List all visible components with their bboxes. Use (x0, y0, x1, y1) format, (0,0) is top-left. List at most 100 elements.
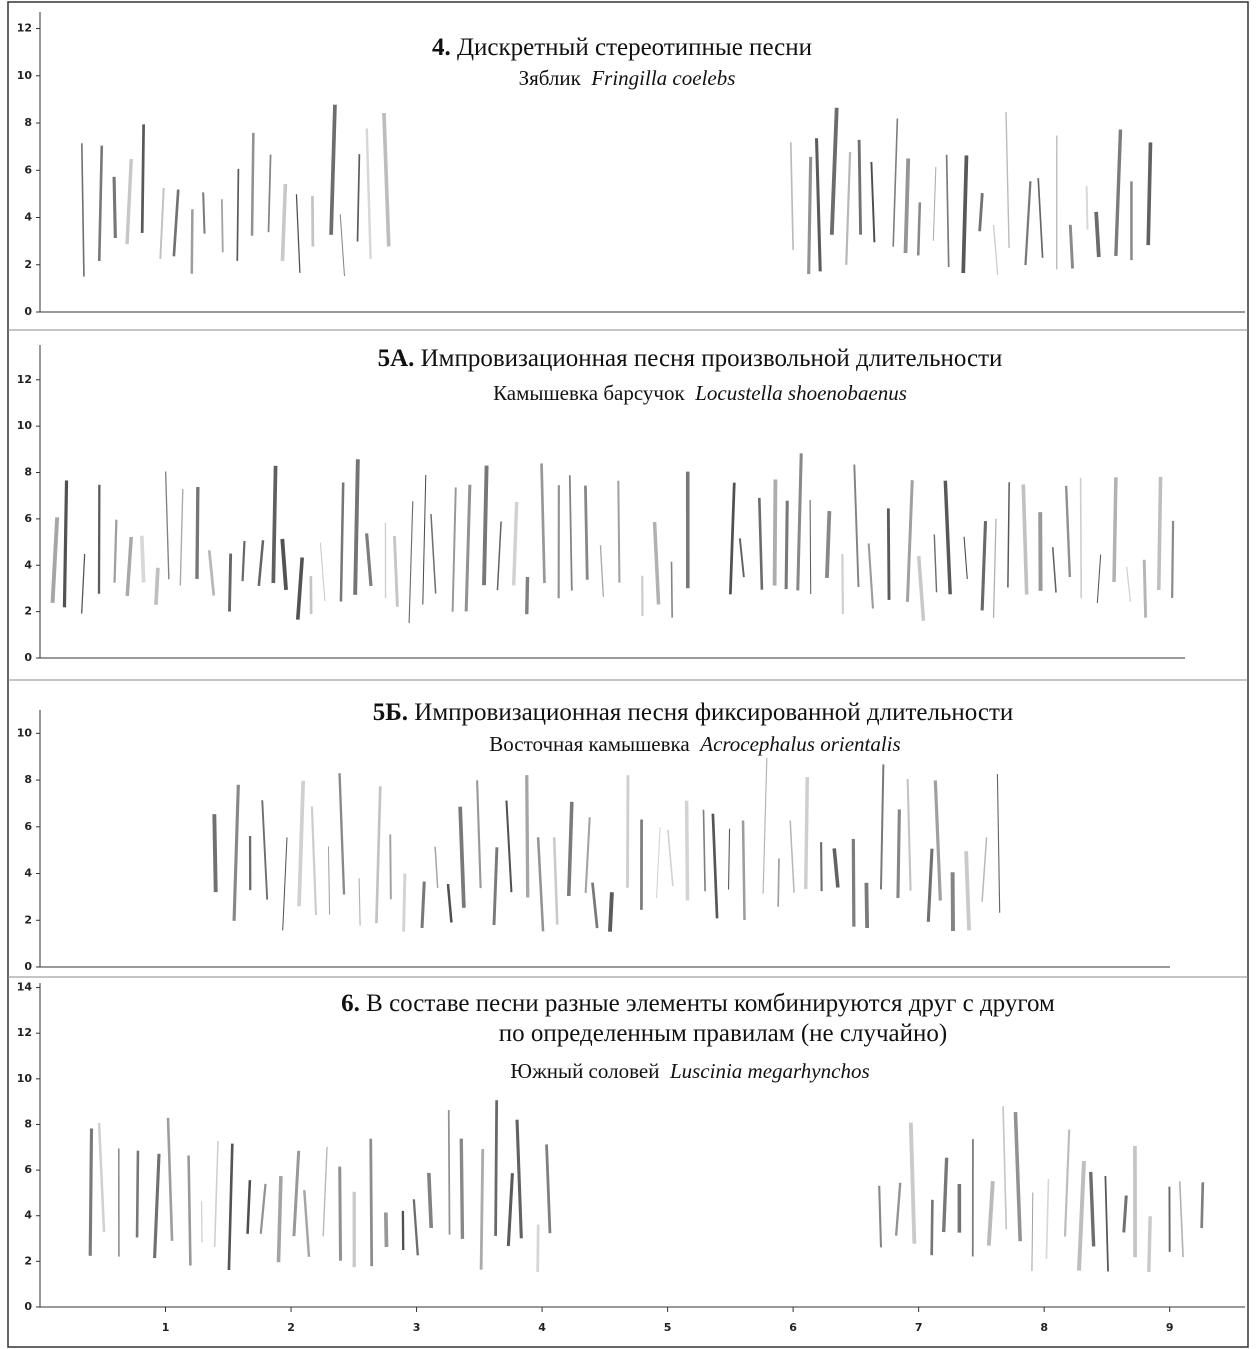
y-tick-label: 8 (24, 116, 32, 129)
spectrogram-stroke (945, 481, 950, 595)
spectrogram-stroke (933, 167, 936, 241)
y-tick-label: 2 (24, 605, 32, 618)
spectrogram-stroke (809, 157, 811, 274)
spectrogram-stroke (778, 858, 779, 906)
spectrogram-stroke (1079, 1161, 1084, 1271)
spectrogram-stroke (932, 1200, 933, 1255)
y-tick-label: 8 (24, 466, 32, 479)
spectrogram-stroke (166, 472, 169, 580)
spectrogram-stroke (627, 775, 628, 887)
spectrogram-stroke (82, 554, 85, 614)
panel-title-line: В составе песни разные элементы комбинир… (366, 990, 1055, 1017)
spectrogram-stroke (359, 878, 360, 925)
spectrogram-stroke (299, 781, 303, 907)
spectrogram-stroke (527, 577, 528, 614)
species-common: Южный соловей (510, 1059, 659, 1083)
spectrogram-stroke (1015, 1112, 1020, 1241)
spectrogram-stroke (775, 480, 776, 586)
spectrogram-stroke (115, 520, 117, 583)
panel-title-line: Импровизационная песня произвольной длит… (421, 345, 1003, 372)
y-tick-label: 10 (17, 419, 33, 432)
spectrogram-stroke (371, 1139, 372, 1266)
spectrogram-stroke (481, 1149, 483, 1270)
spectrogram-stroke (817, 138, 821, 271)
species-common: Восточная камышевка (489, 732, 690, 756)
spectrogram-stroke (1065, 1130, 1069, 1237)
spectrogram-stroke (997, 774, 999, 913)
spectrogram-stroke (320, 542, 324, 600)
spectrogram-stroke (569, 802, 572, 896)
spectrogram-stroke (283, 837, 287, 930)
spectrogram-stroke (832, 108, 837, 235)
spectrogram-stroke (866, 883, 867, 928)
spectrogram-stroke (294, 1151, 299, 1236)
spectrogram-stroke (798, 453, 801, 590)
spectrogram-stroke (869, 543, 873, 608)
spectrogram-stroke (461, 1139, 462, 1239)
x-tick-label: 3 (413, 1321, 421, 1334)
spectrogram-stroke (340, 214, 344, 276)
spectrogram-stroke (259, 540, 263, 586)
y-tick-label: 6 (24, 820, 32, 833)
spectrogram-stroke (1097, 555, 1100, 603)
spectrogram-stroke (243, 541, 245, 581)
spectrogram-stroke (963, 155, 966, 273)
species-common: Зяблик (519, 66, 582, 90)
spectrogram-stroke (729, 829, 730, 890)
spectrogram-stroke (282, 539, 286, 590)
spectrogram-stroke (730, 483, 734, 595)
spectrogram-stroke (1032, 1193, 1033, 1271)
spectrogram-stroke (155, 1154, 159, 1258)
x-tick-label: 4 (538, 1321, 546, 1334)
spectrogram-stroke (586, 817, 590, 893)
y-tick-label: 8 (24, 1117, 32, 1130)
spectrogram-stroke (989, 1181, 993, 1246)
spectrogram-stroke (834, 848, 838, 887)
y-tick-label: 0 (24, 960, 32, 973)
spectrogram-stroke (466, 485, 470, 612)
y-tick-label: 10 (17, 69, 33, 82)
spectrogram-stroke (668, 830, 673, 886)
spectrogram-stroke (137, 1151, 138, 1238)
panel-title: 5А. Импровизационная песня произвольной … (378, 345, 1003, 372)
spectrogram-stroke (323, 1147, 327, 1236)
spectrogram-stroke (494, 847, 497, 925)
spectrogram-stroke (934, 534, 936, 592)
spectrogram-stroke (261, 1184, 266, 1234)
spectrogram-stroke (229, 554, 230, 612)
spectrogram-stroke (99, 146, 102, 261)
panel-title: 4. Дискретный стереотипные песни (432, 34, 812, 61)
spectrogram-stroke (1114, 477, 1116, 582)
spectrogram-stroke (908, 779, 911, 891)
species: Южный соловей Luscinia megarhynchos (510, 1059, 869, 1083)
spectrogram-stroke (1081, 478, 1082, 598)
spectrogram-stroke (1172, 521, 1173, 598)
y-tick-label: 4 (24, 558, 32, 571)
spectrogram-stroke (906, 158, 909, 253)
space (690, 732, 701, 756)
spectrogram-stroke (222, 199, 223, 252)
spectrogram-stroke (514, 502, 517, 585)
spectrogram-stroke (215, 1141, 218, 1247)
spectrogram-stroke (944, 1158, 947, 1232)
spectrogram-stroke (298, 558, 302, 620)
panel-number: 6. (341, 990, 360, 1017)
spectrogram-stroke (142, 536, 144, 583)
spectrogram-stroke (810, 500, 811, 594)
spectrogram-stroke (484, 466, 487, 586)
spectrogram-stroke (99, 1123, 104, 1232)
spectrogram-stroke (422, 882, 424, 928)
spectrogram-stroke (269, 155, 271, 233)
spectrogram-stroke (367, 128, 371, 258)
spectrogram-stroke (888, 508, 889, 599)
spectrogram-stroke (791, 142, 793, 250)
frame (8, 2, 1248, 1347)
spectrogram-stroke (1202, 1182, 1203, 1228)
spectrogram-stroke (871, 162, 874, 242)
spectrogram-stroke (496, 1100, 497, 1236)
x-tick-label: 6 (789, 1321, 797, 1334)
spectrogram-stroke (896, 1183, 900, 1236)
spectrogram-stroke (355, 459, 358, 594)
spectrogram-stroke (740, 538, 744, 577)
space (685, 381, 696, 405)
